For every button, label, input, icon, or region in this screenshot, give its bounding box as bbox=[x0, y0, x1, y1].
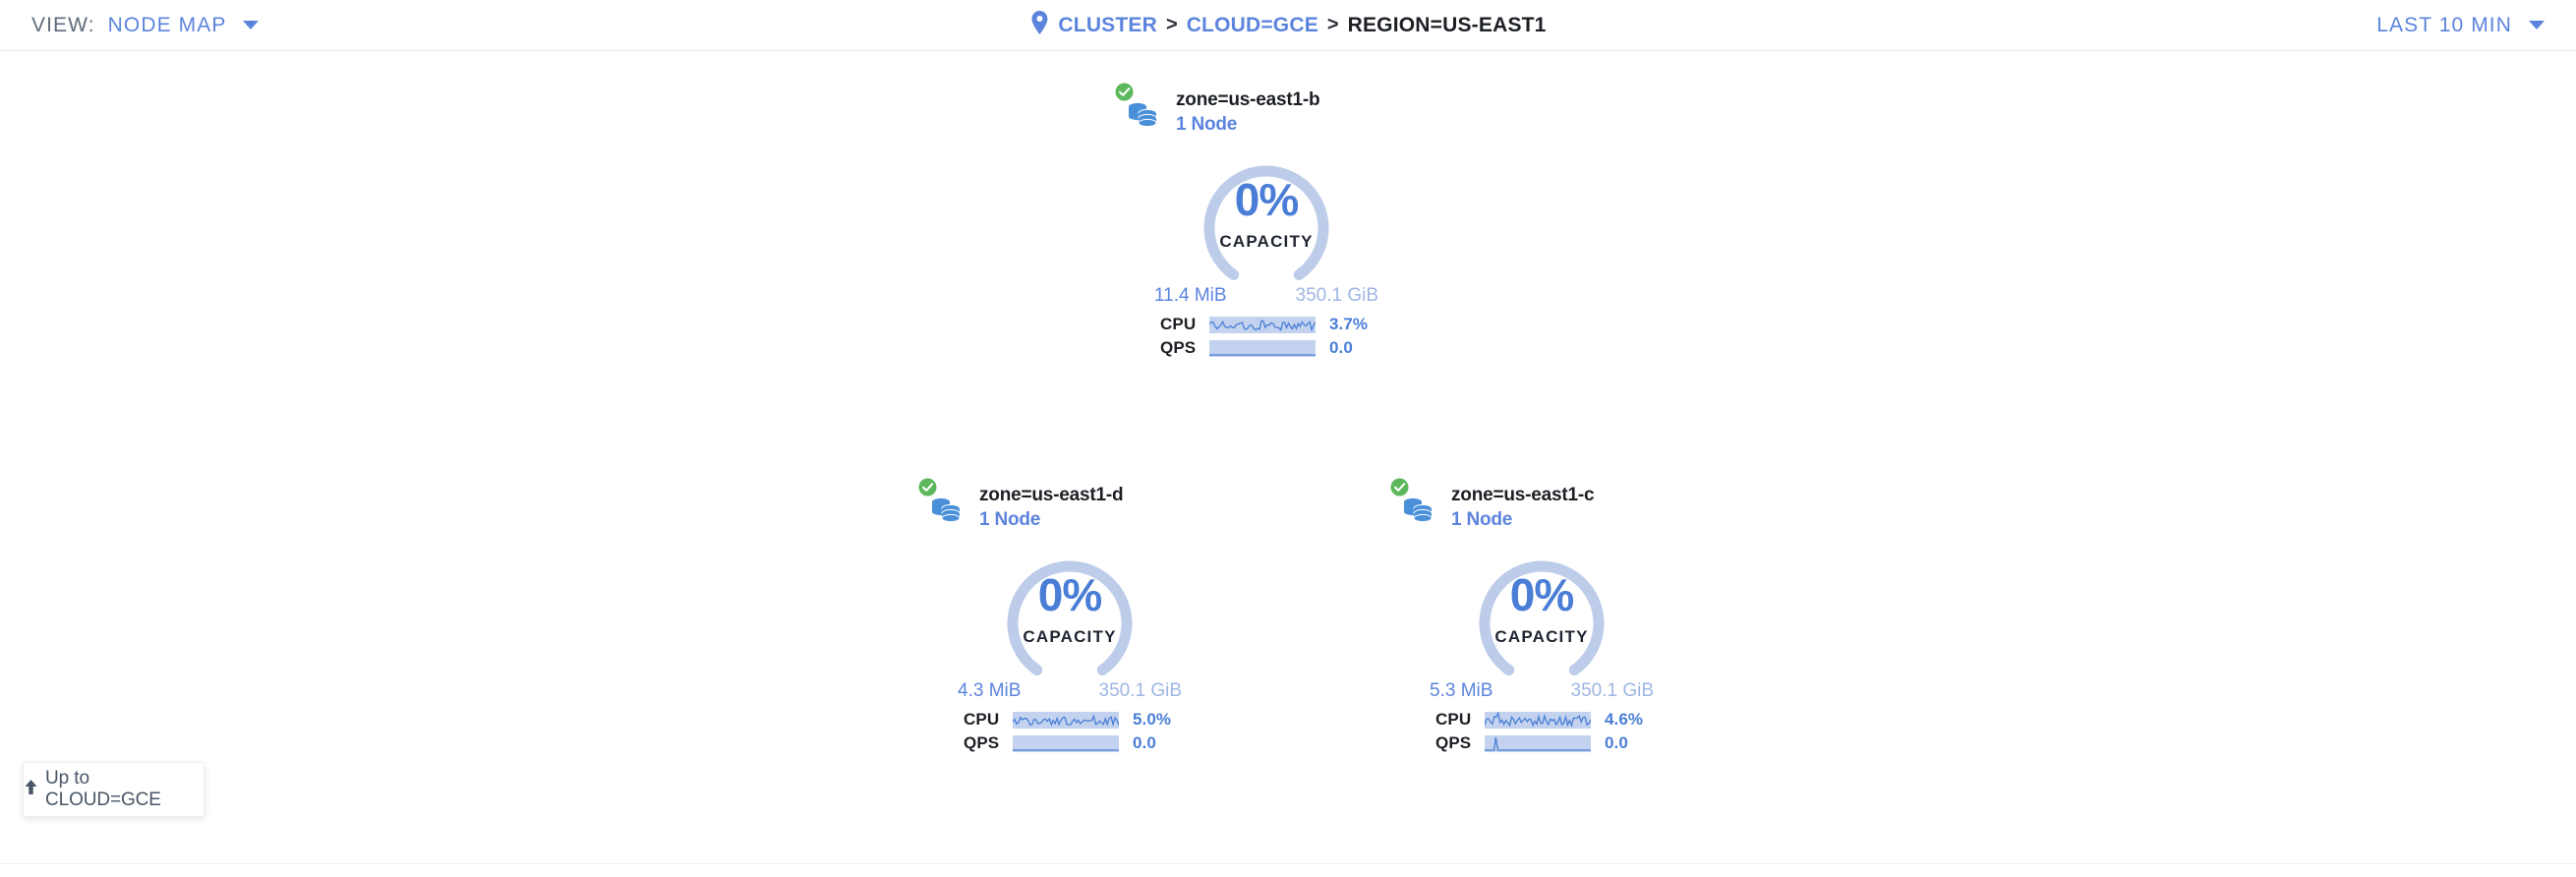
metric-value: 0.0 bbox=[1329, 338, 1353, 357]
gauge-center: 0% CAPACITY bbox=[1119, 177, 1414, 252]
node-subtitle: 1 Node bbox=[1176, 113, 1238, 135]
node-header-text: zone=us-east1-b 1 Node bbox=[1166, 87, 1320, 138]
check-circle-icon bbox=[918, 478, 937, 501]
node-subtitle: 1 Node bbox=[1451, 508, 1513, 530]
metric-label: CPU bbox=[1435, 710, 1472, 729]
metric-row: CPU 5.0% bbox=[964, 709, 1217, 731]
view-selector[interactable]: VIEW: NODE MAP bbox=[31, 0, 260, 50]
capacity-gauge: 0% CAPACITY bbox=[1119, 151, 1414, 284]
capacity-values: 4.3 MiB 350.1 GiB bbox=[922, 680, 1217, 706]
database-stack-icon bbox=[928, 492, 964, 532]
capacity-used: 4.3 MiB bbox=[958, 680, 1022, 701]
time-range-selector[interactable]: LAST 10 MIN bbox=[2376, 0, 2545, 50]
gauge-center: 0% CAPACITY bbox=[1394, 572, 1689, 647]
view-label: VIEW: bbox=[31, 13, 95, 36]
breadcrumb-separator: > bbox=[1166, 14, 1178, 35]
chevron-down-icon[interactable] bbox=[2529, 21, 2545, 29]
node-header[interactable]: zone=us-east1-d 1 Node bbox=[918, 478, 1217, 541]
capacity-values: 11.4 MiB 350.1 GiB bbox=[1119, 285, 1414, 311]
breadcrumb-item-cluster[interactable]: CLUSTER bbox=[1058, 13, 1157, 36]
cpu-sparkline bbox=[1485, 711, 1591, 729]
bottom-divider bbox=[0, 863, 2576, 864]
metric-label: CPU bbox=[964, 710, 1000, 729]
metric-label: QPS bbox=[1435, 733, 1472, 752]
metric-row: CPU 4.6% bbox=[1435, 709, 1689, 731]
node-icon-group bbox=[1115, 83, 1166, 137]
node-icon-group bbox=[918, 478, 969, 532]
capacity-total: 350.1 GiB bbox=[1570, 680, 1655, 701]
metric-value: 5.0% bbox=[1133, 710, 1172, 729]
gauge-caption: CAPACITY bbox=[1494, 627, 1589, 646]
database-stack-icon bbox=[1400, 492, 1435, 532]
gauge-percent: 0% bbox=[1509, 569, 1574, 620]
qps-spike-sparkline bbox=[1485, 734, 1591, 752]
metric-row: QPS 0.0 bbox=[1435, 732, 1689, 754]
node-card[interactable]: zone=us-east1-b 1 Node 0% CAPACITY 11.4 … bbox=[1115, 83, 1414, 361]
metric-label: QPS bbox=[964, 733, 1000, 752]
node-icon-group bbox=[1390, 478, 1441, 532]
cpu-sparkline bbox=[1013, 711, 1119, 729]
node-card[interactable]: zone=us-east1-c 1 Node 0% CAPACITY 5.3 M… bbox=[1390, 478, 1689, 756]
arrow-up-icon bbox=[24, 779, 38, 800]
up-to-parent-label: Up to CLOUD=GCE bbox=[45, 768, 161, 810]
qps-flat-sparkline bbox=[1013, 734, 1119, 752]
node-subtitle: 1 Node bbox=[979, 508, 1041, 530]
metric-value: 3.7% bbox=[1329, 315, 1369, 333]
node-metrics: CPU 4.6% QPS 0.0 bbox=[1394, 709, 1689, 754]
node-header[interactable]: zone=us-east1-b 1 Node bbox=[1115, 83, 1414, 146]
chevron-down-icon[interactable] bbox=[243, 21, 260, 29]
node-metrics: CPU 5.0% QPS 0.0 bbox=[922, 709, 1217, 754]
breadcrumb-item-cloud[interactable]: CLOUD=GCE bbox=[1186, 13, 1318, 36]
gauge-caption: CAPACITY bbox=[1023, 627, 1117, 646]
capacity-total: 350.1 GiB bbox=[1295, 285, 1379, 306]
node-title: zone=us-east1-c bbox=[1451, 485, 1595, 505]
database-stack-icon bbox=[1125, 96, 1160, 137]
metric-value: 0.0 bbox=[1605, 733, 1628, 752]
capacity-used: 11.4 MiB bbox=[1154, 285, 1227, 306]
breadcrumb-separator: > bbox=[1326, 14, 1339, 35]
node-metrics: CPU 3.7% QPS 0.0 bbox=[1119, 314, 1414, 359]
gauge-percent: 0% bbox=[1234, 174, 1299, 225]
metric-label: CPU bbox=[1160, 315, 1197, 333]
capacity-gauge: 0% CAPACITY bbox=[922, 547, 1217, 679]
metric-label: QPS bbox=[1160, 338, 1197, 357]
app-header: VIEW: NODE MAP CLUSTER > CLOUD=GCE > REG… bbox=[0, 0, 2576, 51]
qps-flat-sparkline bbox=[1209, 339, 1316, 357]
capacity-total: 350.1 GiB bbox=[1098, 680, 1183, 701]
node-title: zone=us-east1-b bbox=[1176, 89, 1320, 110]
metric-row: QPS 0.0 bbox=[1160, 337, 1414, 359]
metric-row: CPU 3.7% bbox=[1160, 314, 1414, 335]
location-pin-icon bbox=[1029, 10, 1049, 40]
view-value[interactable]: NODE MAP bbox=[107, 13, 227, 36]
breadcrumb-item-region: REGION=US-EAST1 bbox=[1347, 13, 1547, 36]
node-header-text: zone=us-east1-c 1 Node bbox=[1441, 482, 1595, 533]
gauge-caption: CAPACITY bbox=[1219, 232, 1314, 251]
check-circle-icon bbox=[1115, 83, 1134, 106]
node-header-text: zone=us-east1-d 1 Node bbox=[969, 482, 1124, 533]
gauge-percent: 0% bbox=[1037, 569, 1102, 620]
metric-row: QPS 0.0 bbox=[964, 732, 1217, 754]
node-header[interactable]: zone=us-east1-c 1 Node bbox=[1390, 478, 1689, 541]
cpu-sparkline bbox=[1209, 316, 1316, 333]
breadcrumb: CLUSTER > CLOUD=GCE > REGION=US-EAST1 bbox=[1029, 0, 1546, 50]
gauge-center: 0% CAPACITY bbox=[922, 572, 1217, 647]
check-circle-icon bbox=[1390, 478, 1409, 501]
capacity-gauge: 0% CAPACITY bbox=[1394, 547, 1689, 679]
metric-value: 0.0 bbox=[1133, 733, 1156, 752]
node-card[interactable]: zone=us-east1-d 1 Node 0% CAPACITY 4.3 M… bbox=[918, 478, 1217, 756]
up-to-parent-button[interactable]: Up to CLOUD=GCE bbox=[23, 762, 205, 817]
capacity-values: 5.3 MiB 350.1 GiB bbox=[1394, 680, 1689, 706]
node-map-canvas: zone=us-east1-b 1 Node 0% CAPACITY 11.4 … bbox=[0, 51, 2576, 877]
time-range-value[interactable]: LAST 10 MIN bbox=[2376, 13, 2512, 36]
capacity-used: 5.3 MiB bbox=[1430, 680, 1493, 701]
node-title: zone=us-east1-d bbox=[979, 485, 1124, 505]
metric-value: 4.6% bbox=[1605, 710, 1644, 729]
